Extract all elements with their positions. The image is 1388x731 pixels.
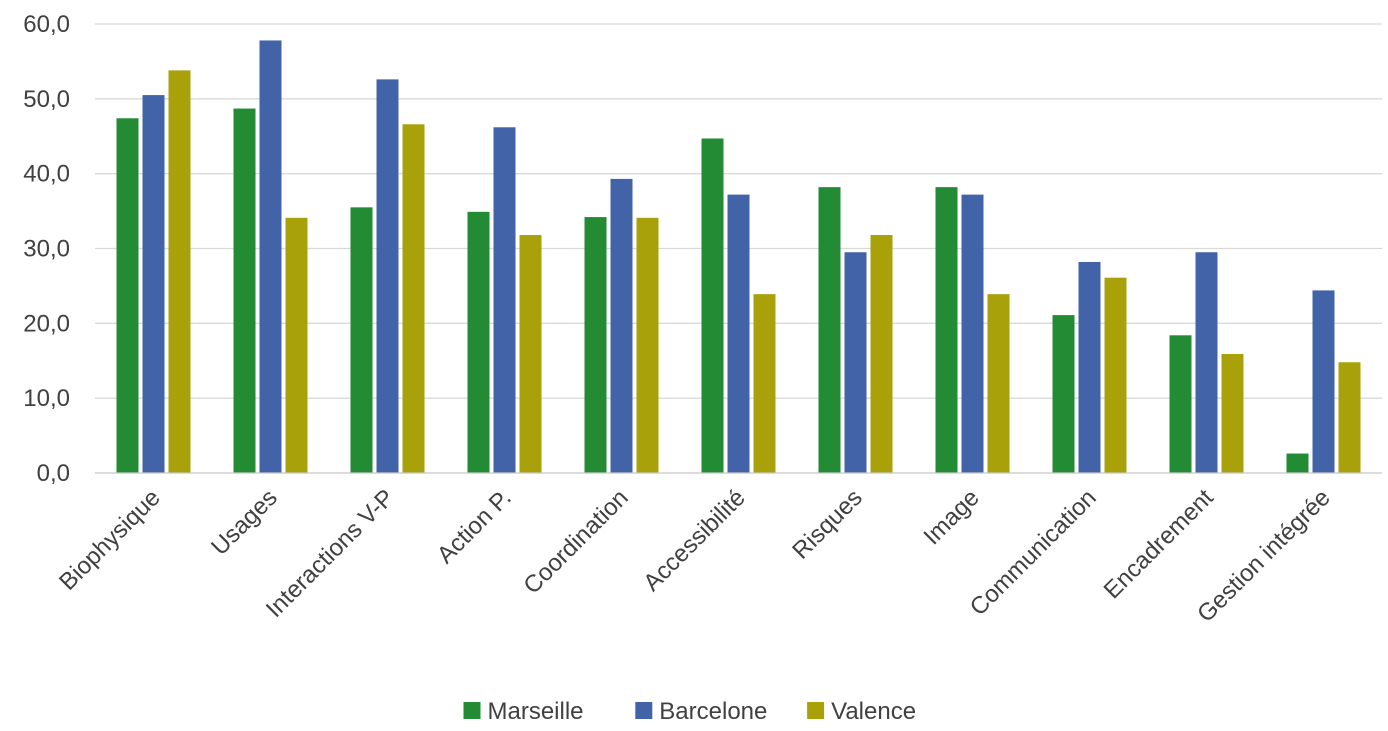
bar-marseille-1 (116, 118, 139, 473)
x-tick-label: Encadrement (1099, 484, 1219, 604)
x-tick-label: Coordination (518, 484, 633, 599)
y-tick-label: 60,0 (23, 11, 70, 38)
bar-valence-4 (519, 235, 542, 473)
legend-label-barcelone: Barcelone (659, 698, 767, 725)
bars (116, 40, 1361, 474)
legend-swatch-valence (807, 702, 825, 719)
bar-barcelone-10 (1195, 252, 1218, 473)
bar-barcelone-9 (1078, 261, 1101, 473)
x-tick-label: Image (918, 484, 984, 550)
y-tick-label: 20,0 (23, 310, 70, 337)
bar-barcelone-2 (259, 40, 282, 474)
bar-marseille-7 (818, 187, 841, 474)
bar-marseille-10 (1169, 335, 1192, 473)
bar-barcelone-8 (961, 194, 984, 473)
bar-marseille-9 (1052, 315, 1075, 473)
bar-barcelone-3 (376, 79, 399, 474)
legend-label-valence: Valence (831, 698, 916, 725)
bar-valence-6 (753, 294, 776, 473)
bar-marseille-2 (233, 108, 256, 473)
bar-barcelone-1 (142, 95, 165, 473)
bar-barcelone-5 (610, 178, 633, 473)
bar-valence-3 (402, 124, 425, 473)
y-tick-label: 30,0 (23, 236, 70, 263)
bar-marseille-6 (701, 138, 724, 473)
bar-marseille-8 (935, 187, 958, 474)
bar-marseille-11 (1286, 453, 1309, 473)
bar-barcelone-11 (1312, 290, 1335, 473)
x-tick-label: Accessibilité (638, 484, 750, 596)
y-tick-label: 10,0 (23, 385, 70, 412)
legend-label-marseille: Marseille (488, 698, 584, 725)
x-tick-label: Usages (206, 484, 283, 561)
x-tick-label: Action P. (432, 484, 517, 569)
bar-valence-9 (1104, 277, 1127, 473)
y-tick-label: 40,0 (23, 161, 70, 188)
x-tick-label: Biophysique (54, 484, 166, 596)
bar-valence-8 (987, 294, 1010, 473)
legend-swatch-barcelone (635, 702, 653, 719)
bar-valence-1 (168, 70, 191, 473)
bar-marseille-4 (467, 211, 490, 473)
bar-valence-7 (870, 235, 893, 473)
bar-valence-10 (1221, 354, 1244, 473)
bar-barcelone-7 (844, 252, 867, 473)
bar-valence-5 (636, 217, 659, 473)
bar-valence-2 (285, 217, 308, 473)
x-tick-label: Risques (787, 484, 867, 564)
y-tick-label: 50,0 (23, 86, 70, 113)
x-tick-label: Interactions V-P (261, 484, 400, 623)
bar-marseille-3 (350, 207, 373, 473)
bar-barcelone-6 (727, 194, 750, 473)
legend: Marseille Barcelone Valence (463, 698, 916, 725)
bar-marseille-5 (584, 217, 607, 473)
y-tick-label: 0,0 (37, 460, 70, 487)
x-tick-label: Communication (965, 484, 1102, 621)
legend-swatch-marseille (463, 702, 481, 719)
bar-barcelone-4 (493, 127, 516, 474)
bar-valence-11 (1338, 362, 1361, 473)
